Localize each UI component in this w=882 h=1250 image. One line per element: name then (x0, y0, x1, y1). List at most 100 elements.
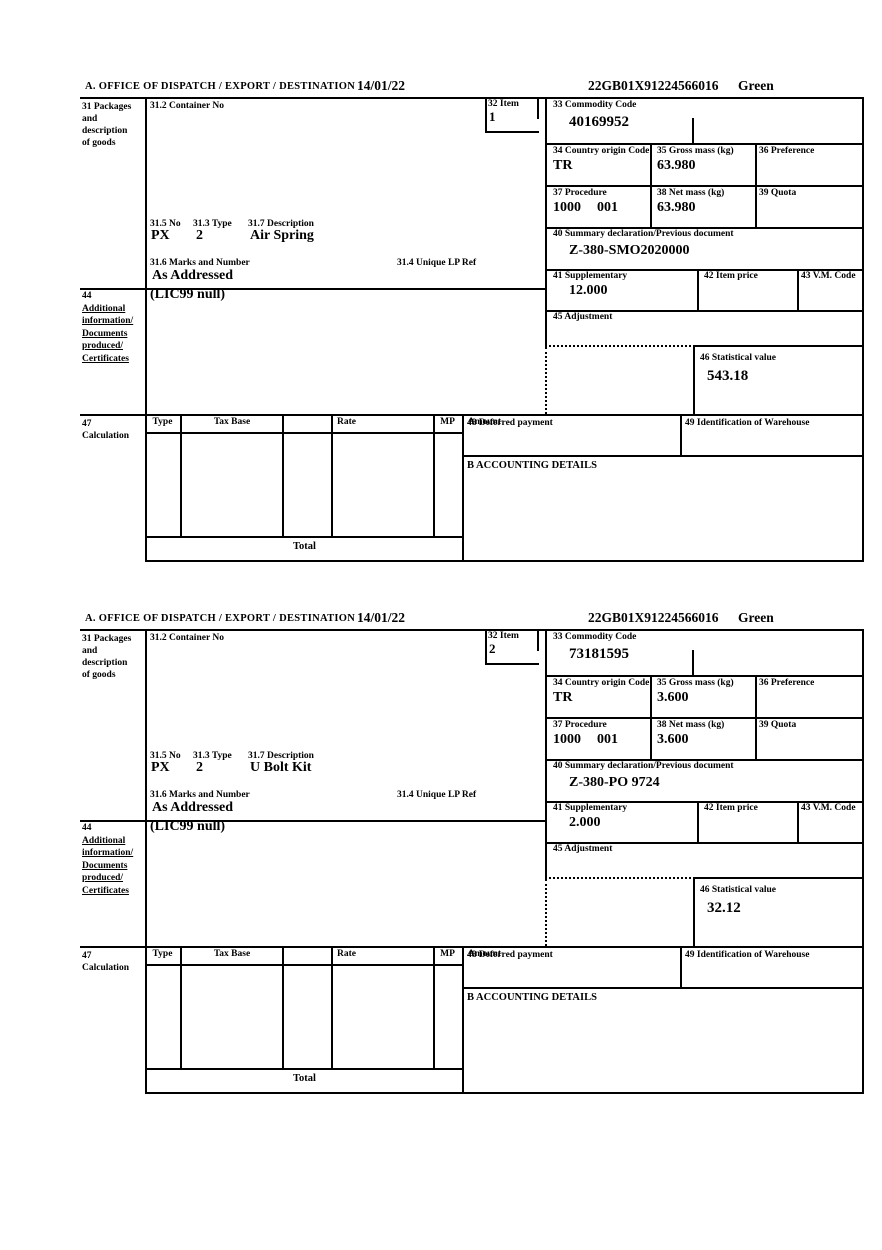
marks-and-number-label: 31.6 Marks and Number (150, 258, 250, 268)
grid-line (331, 946, 333, 1070)
procedure-label: 37 Procedure (553, 188, 607, 198)
commodity-code-value: 73181595 (569, 646, 629, 662)
gross-mass-label: 35 Gross mass (kg) (657, 678, 734, 688)
routing-indicator: Green (738, 78, 774, 93)
unique-lp-ref-label: 31.4 Unique LP Ref (397, 258, 477, 268)
dotted-grid-line (545, 879, 547, 946)
warehouse-label: 49 Identification of Warehouse (685, 950, 810, 960)
gross-mass-value: 3.600 (657, 690, 689, 705)
grid-line (862, 97, 864, 562)
calc-type-header: Type (152, 417, 173, 427)
procedure-extra-value: 001 (597, 732, 618, 747)
grid-line (862, 629, 864, 1094)
calc-amount-header: Amount (467, 949, 501, 959)
item-number-label: 32 Item (488, 631, 519, 641)
commodity-code-label: 33 Commodity Code (553, 100, 637, 110)
item-number-value: 2 (489, 641, 496, 656)
marks-and-number-label: 31.6 Marks and Number (150, 790, 250, 800)
calc-rate-header: Rate (337, 417, 356, 427)
commodity-code-separator (692, 118, 694, 145)
statistical-value-label: 46 Statistical value (700, 353, 776, 363)
grid-line (282, 414, 284, 538)
grid-line (697, 269, 699, 312)
adjustment-label: 45 Adjustment (553, 312, 613, 322)
grid-line (145, 1092, 864, 1094)
box47-calculation-label: 47 Calculation (82, 951, 129, 973)
package-no-value: PX (151, 760, 170, 775)
grid-line (755, 143, 757, 229)
supplementary-label: 41 Supplementary (553, 803, 628, 813)
grid-line (545, 185, 864, 187)
supplementary-value: 12.000 (569, 283, 608, 298)
package-no-label: 31.5 No (150, 751, 181, 761)
net-mass-label: 38 Net mass (kg) (657, 720, 725, 730)
description-label: 31.7 Description (248, 219, 314, 229)
grid-line (545, 717, 864, 719)
grid-line (180, 414, 182, 538)
country-origin-label: 34 Country origin Code (553, 678, 650, 688)
grid-line (797, 801, 799, 844)
grid-line (693, 345, 695, 414)
grid-line (545, 269, 864, 271)
country-origin-label: 34 Country origin Code (553, 146, 650, 156)
warehouse-label: 49 Identification of Warehouse (685, 418, 810, 428)
grid-line (545, 97, 547, 347)
dotted-grid-line (545, 877, 695, 879)
grid-line (145, 432, 464, 434)
additional-info-value: (LIC99 null) (150, 819, 226, 834)
summary-declaration-value: Z-380-PO 9724 (569, 775, 660, 790)
calc-mp-header: MP (440, 417, 455, 427)
grid-line (545, 759, 864, 761)
grid-line (545, 629, 547, 879)
accounting-details-label: B ACCOUNTING DETAILS (467, 460, 597, 471)
grid-line (797, 269, 799, 312)
calc-amount-header: Amount (467, 417, 501, 427)
total-label: Total (293, 541, 316, 552)
procedure-label: 37 Procedure (553, 720, 607, 730)
grid-line (537, 97, 539, 119)
dotted-grid-line (545, 345, 695, 347)
declaration-date: 14/01/22 (357, 610, 406, 625)
net-mass-value: 63.980 (657, 200, 696, 215)
grid-line (537, 629, 539, 651)
grid-line (697, 801, 699, 844)
grid-line (755, 675, 757, 761)
office-of-dispatch-label: A. OFFICE OF DISPATCH / EXPORT / DESTINA… (85, 81, 356, 92)
grid-line (145, 629, 147, 1094)
grid-line (80, 629, 864, 631)
package-type-value: 2 (196, 228, 203, 243)
item-price-label: 42 Item price (704, 803, 758, 813)
calc-mp-header: MP (440, 949, 455, 959)
grid-line (485, 97, 487, 133)
grid-line (462, 455, 864, 457)
grid-line (545, 842, 864, 844)
description-value: Air Spring (250, 228, 314, 243)
commodity-code-separator (692, 650, 694, 677)
entry-number: 22GB01X91224566016 (588, 610, 719, 625)
total-label: Total (293, 1073, 316, 1084)
procedure-extra-value: 001 (597, 200, 618, 215)
grid-line (145, 560, 864, 562)
entry-number: 22GB01X91224566016 (588, 78, 719, 93)
declaration-item-section: A. OFFICE OF DISPATCH / EXPORT / DESTINA… (80, 78, 864, 564)
calc-tax-base-header: Tax Base (213, 949, 251, 959)
grid-line (433, 946, 435, 1070)
unique-lp-ref-label: 31.4 Unique LP Ref (397, 790, 477, 800)
grid-line (462, 946, 464, 1094)
grid-line (680, 946, 682, 989)
statistical-value: 543.18 (707, 368, 749, 384)
grid-line (485, 131, 539, 133)
procedure-value: 1000 (553, 732, 581, 747)
declaration-date: 14/01/22 (357, 78, 406, 93)
grid-line (693, 345, 864, 347)
declaration-item-section: A. OFFICE OF DISPATCH / EXPORT / DESTINA… (80, 610, 864, 1096)
grid-line (485, 663, 539, 665)
container-no-label: 31.2 Container No (150, 101, 224, 111)
package-no-label: 31.5 No (150, 219, 181, 229)
grid-line (331, 414, 333, 538)
country-origin-value: TR (553, 690, 573, 705)
grid-line (433, 414, 435, 538)
gross-mass-label: 35 Gross mass (kg) (657, 146, 734, 156)
statistical-value-label: 46 Statistical value (700, 885, 776, 895)
accounting-details-label: B ACCOUNTING DETAILS (467, 992, 597, 1003)
